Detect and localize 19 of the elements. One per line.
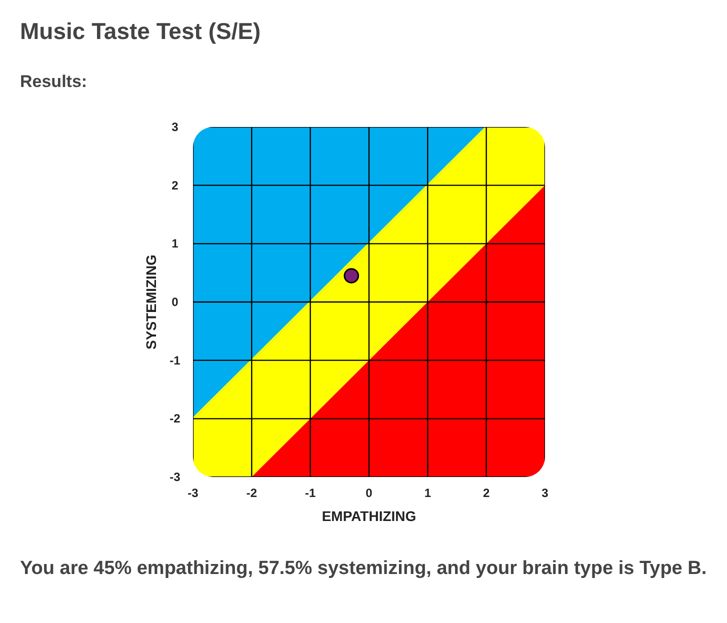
- x-tick-label: -3: [188, 486, 199, 500]
- x-tick-label: 1: [424, 486, 432, 500]
- x-axis-title: EMPATHIZING: [322, 508, 416, 524]
- chart-title: Music Taste Test (S/E): [20, 18, 261, 45]
- y-tick-label: 2: [172, 178, 179, 192]
- text: You are 45% empathizing, 57.5% systemizing, and your brain type is Type B.: [20, 557, 708, 581]
- x-tick-label: -2: [246, 486, 258, 500]
- y-axis-title: SYSTEMIZING: [143, 254, 159, 350]
- y-tick-label: 3: [172, 120, 179, 134]
- x-tick-label: -1: [304, 486, 316, 500]
- y-tick-label: 1: [172, 236, 179, 251]
- x-tick-label: 3: [542, 486, 549, 500]
- y-tick-label: -3: [170, 470, 181, 484]
- x-tick-label: 2: [482, 486, 490, 500]
- text: Results:: [20, 72, 88, 92]
- y-tick-label: -2: [170, 412, 181, 426]
- y-tick-label: -1: [170, 353, 181, 368]
- y-tick-label: 0: [172, 295, 179, 309]
- x-tick-label: 0: [366, 486, 373, 500]
